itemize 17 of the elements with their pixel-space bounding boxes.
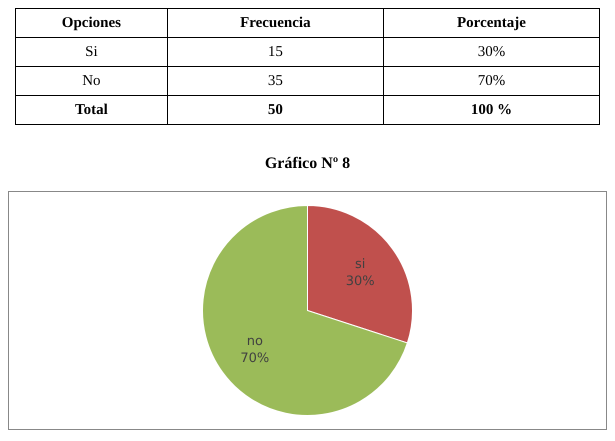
slice-label: no bbox=[246, 334, 263, 349]
slice-label: si bbox=[354, 257, 366, 272]
data-label: 70% bbox=[240, 350, 270, 366]
chart-title: Gráfico Nº 8 bbox=[264, 155, 352, 173]
text: Frecuencia bbox=[167, 8, 384, 38]
text: Si bbox=[16, 38, 168, 66]
text: 50 bbox=[167, 96, 384, 124]
text: 30% bbox=[383, 38, 600, 66]
data-label: 30% bbox=[346, 274, 375, 290]
text: Total bbox=[16, 96, 168, 124]
text: 35 bbox=[167, 66, 384, 96]
text: 15 bbox=[167, 38, 384, 66]
text: Porcentaje bbox=[383, 8, 600, 38]
text: 100 % bbox=[383, 96, 600, 124]
text: Opciones bbox=[16, 8, 168, 38]
text: 70% bbox=[383, 66, 600, 96]
text: No bbox=[16, 66, 168, 96]
